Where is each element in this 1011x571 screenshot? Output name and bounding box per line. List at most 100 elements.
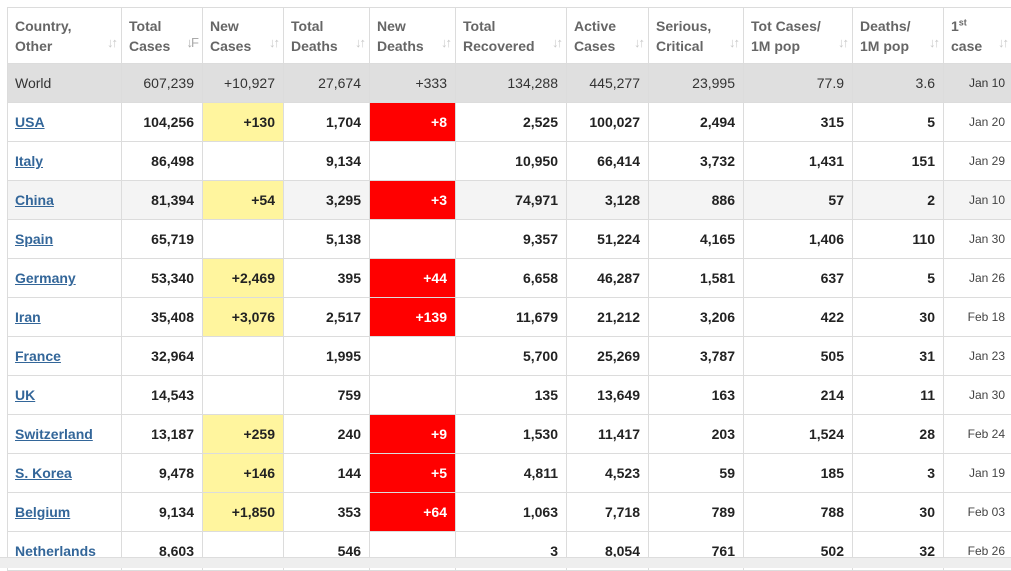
country-link[interactable]: Italy (15, 153, 43, 169)
country-link[interactable]: Germany (15, 270, 76, 286)
total-recovered-cell: 6,658 (456, 259, 567, 298)
total-deaths-cell: 144 (284, 454, 370, 493)
column-header-country[interactable]: Country,Other↓↑ (8, 8, 122, 64)
total-cases-cell: 35,408 (122, 298, 203, 337)
active-cases-cell: 11,417 (567, 415, 649, 454)
active-cases-cell: 3,128 (567, 181, 649, 220)
country-link[interactable]: Belgium (15, 504, 70, 520)
serious-critical-cell: 886 (649, 181, 744, 220)
arrows-updown-icon[interactable]: ↓↑ (838, 33, 847, 53)
country-link[interactable]: UK (15, 387, 35, 403)
arrows-updown-icon[interactable]: ↓↑ (107, 33, 116, 53)
first-case-cell: Jan 30 (944, 376, 1011, 415)
country-cell[interactable]: UK (8, 376, 122, 415)
total-deaths-cell: 1,995 (284, 337, 370, 376)
country-cell: World (8, 64, 122, 103)
country-link[interactable]: Switzerland (15, 426, 93, 442)
cases-per-1m-cell: 422 (744, 298, 853, 337)
active-cases-cell: 4,523 (567, 454, 649, 493)
country-cell[interactable]: Switzerland (8, 415, 122, 454)
sort-desc-icon[interactable]: ↓F (187, 33, 197, 53)
new-deaths-cell: +333 (370, 64, 456, 103)
first-case-cell: Jan 10 (944, 64, 1011, 103)
cases-per-1m-cell: 57 (744, 181, 853, 220)
total-recovered-cell: 5,700 (456, 337, 567, 376)
active-cases-cell: 51,224 (567, 220, 649, 259)
total-recovered-cell: 135 (456, 376, 567, 415)
serious-critical-cell: 23,995 (649, 64, 744, 103)
new-cases-cell: +2,469 (203, 259, 284, 298)
country-cell[interactable]: Spain (8, 220, 122, 259)
active-cases-cell: 445,277 (567, 64, 649, 103)
active-cases-cell: 7,718 (567, 493, 649, 532)
new-cases-cell (203, 220, 284, 259)
deaths-per-1m-cell: 31 (853, 337, 944, 376)
country-cell[interactable]: USA (8, 103, 122, 142)
new-cases-cell: +54 (203, 181, 284, 220)
new-deaths-cell (370, 337, 456, 376)
total-cases-cell: 607,239 (122, 64, 203, 103)
column-header-deaths-per-1m[interactable]: Deaths/1M pop↓↑ (853, 8, 944, 64)
country-cell[interactable]: Germany (8, 259, 122, 298)
arrows-updown-icon[interactable]: ↓↑ (441, 33, 450, 53)
arrows-updown-icon[interactable]: ↓↑ (552, 33, 561, 53)
serious-critical-cell: 59 (649, 454, 744, 493)
column-header-serious-critical[interactable]: Serious,Critical↓↑ (649, 8, 744, 64)
country-link[interactable]: China (15, 192, 54, 208)
serious-critical-cell: 3,206 (649, 298, 744, 337)
arrows-updown-icon[interactable]: ↓↑ (355, 33, 364, 53)
arrows-updown-icon[interactable]: ↓↑ (634, 33, 643, 53)
total-recovered-cell: 10,950 (456, 142, 567, 181)
active-cases-cell: 66,414 (567, 142, 649, 181)
country-cell[interactable]: Belgium (8, 493, 122, 532)
column-header-cases-per-1m[interactable]: Tot Cases/1M pop↓↑ (744, 8, 853, 64)
country-link[interactable]: S. Korea (15, 465, 72, 481)
serious-critical-cell: 789 (649, 493, 744, 532)
total-cases-cell: 9,478 (122, 454, 203, 493)
total-deaths-cell: 27,674 (284, 64, 370, 103)
deaths-per-1m-cell: 110 (853, 220, 944, 259)
arrows-updown-icon[interactable]: ↓↑ (729, 33, 738, 53)
active-cases-cell: 100,027 (567, 103, 649, 142)
country-cell[interactable]: France (8, 337, 122, 376)
total-recovered-cell: 11,679 (456, 298, 567, 337)
country-link[interactable]: Spain (15, 231, 53, 247)
country-cell[interactable]: S. Korea (8, 454, 122, 493)
country-link[interactable]: USA (15, 114, 45, 130)
first-case-cell: Jan 19 (944, 454, 1011, 493)
new-cases-cell: +1,850 (203, 493, 284, 532)
first-case-cell: Jan 30 (944, 220, 1011, 259)
first-case-cell: Jan 26 (944, 259, 1011, 298)
first-case-cell: Feb 03 (944, 493, 1011, 532)
arrows-updown-icon[interactable]: ↓↑ (929, 33, 938, 53)
arrows-updown-icon[interactable]: ↓↑ (269, 33, 278, 53)
new-cases-cell: +146 (203, 454, 284, 493)
country-cell[interactable]: Italy (8, 142, 122, 181)
serious-critical-cell: 4,165 (649, 220, 744, 259)
country-link[interactable]: France (15, 348, 61, 364)
active-cases-cell: 25,269 (567, 337, 649, 376)
country-link[interactable]: Iran (15, 309, 41, 325)
cases-per-1m-cell: 637 (744, 259, 853, 298)
arrows-updown-icon[interactable]: ↓↑ (998, 33, 1007, 53)
country-cell[interactable]: Iran (8, 298, 122, 337)
first-case-cell: Jan 10 (944, 181, 1011, 220)
horizontal-scrollbar[interactable] (0, 557, 1011, 568)
deaths-per-1m-cell: 3 (853, 454, 944, 493)
country-cell[interactable]: China (8, 181, 122, 220)
